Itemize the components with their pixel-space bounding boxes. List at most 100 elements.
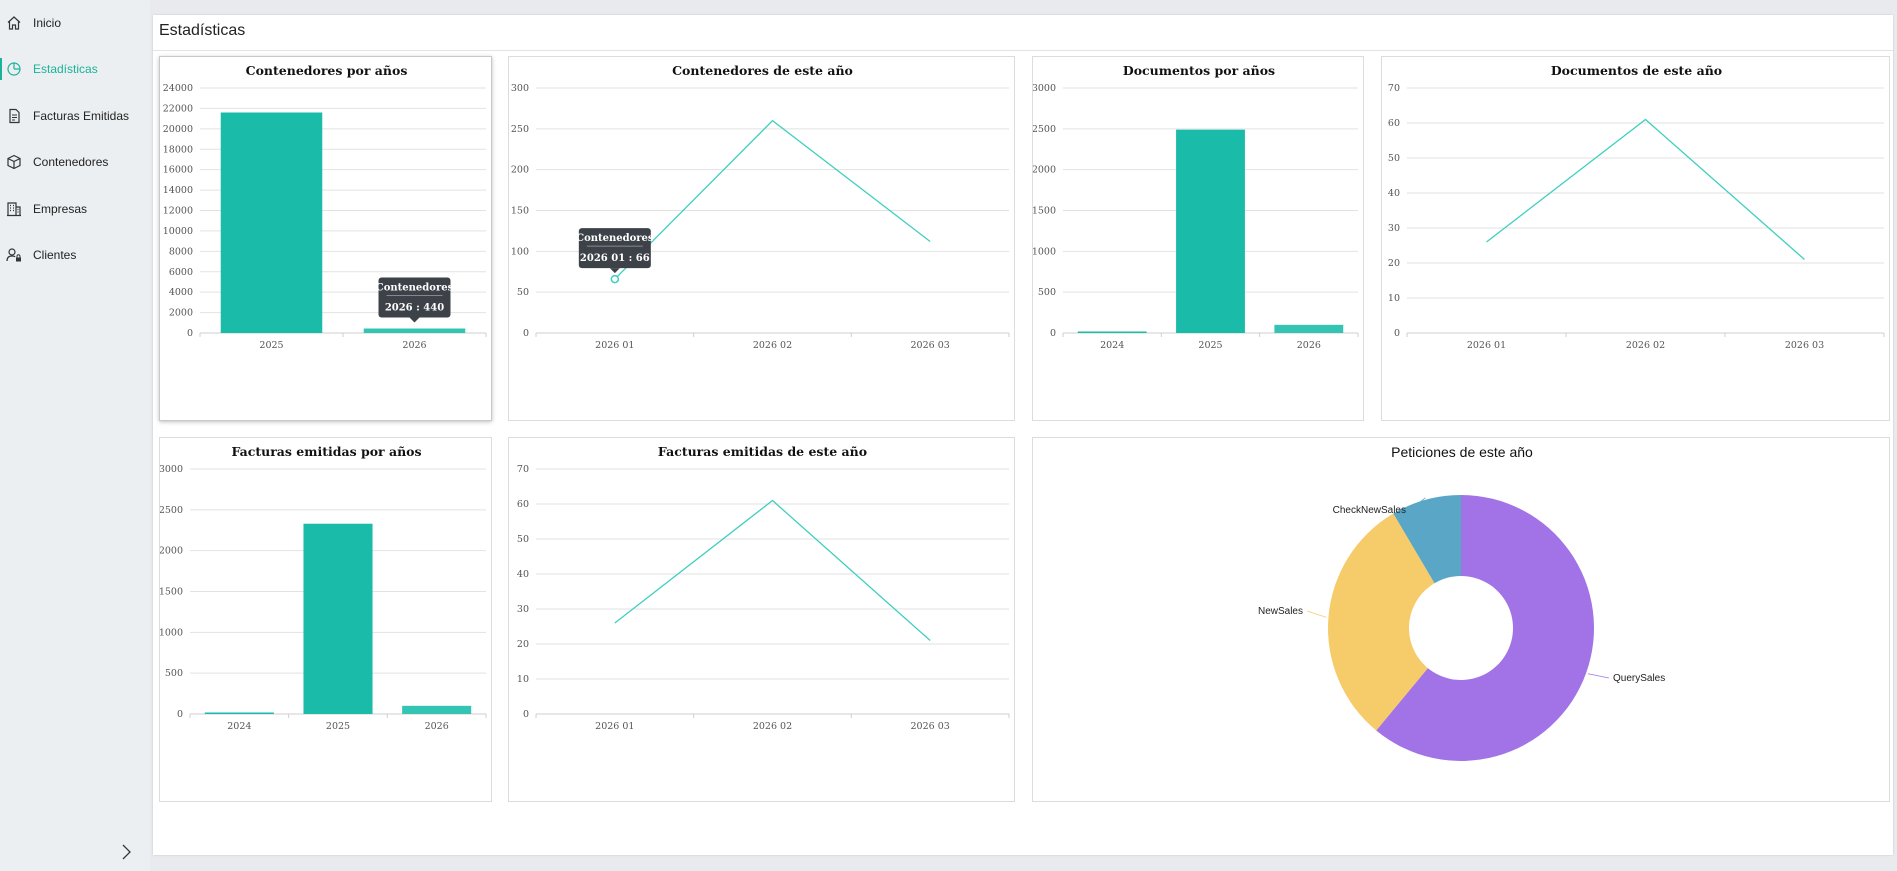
chart-card-peticiones-este-anio: Peticiones de este año QuerySales NewSales… <box>1032 437 1890 802</box>
y-tick-label: 2500 <box>1033 124 1056 135</box>
y-tick-label: 20 <box>517 639 529 650</box>
invoice-icon <box>5 107 23 125</box>
y-tick-label: 0 <box>523 709 529 720</box>
y-tick-label: 2000 <box>1033 165 1056 176</box>
x-tick-label: 2025 <box>1198 340 1222 351</box>
x-tick-label: 2026 01 <box>595 721 634 732</box>
building-icon <box>5 200 23 218</box>
sidebar-item-contenedores[interactable]: Contenedores <box>0 147 150 177</box>
pie-slice[interactable] <box>1328 513 1435 731</box>
bar[interactable] <box>363 328 466 333</box>
pie-label: QuerySales <box>1613 673 1665 684</box>
chart-title: Documentos por años <box>1123 63 1275 78</box>
chart-title: Contenedores de este año <box>672 63 853 78</box>
y-tick-label: 150 <box>511 206 529 217</box>
y-tick-label: 4000 <box>169 287 193 298</box>
y-tick-label: 6000 <box>169 267 193 278</box>
bar[interactable] <box>1274 324 1344 333</box>
y-tick-label: 60 <box>1388 118 1400 129</box>
home-icon <box>5 14 23 32</box>
tooltip-series: Contenedores <box>576 233 654 244</box>
tooltip-value: 2026 : 440 <box>385 303 444 314</box>
hover-point-marker[interactable] <box>610 274 620 284</box>
y-tick-label: 50 <box>517 534 529 545</box>
chart-peticiones-este-anio[interactable]: Peticiones de este año QuerySales NewSales… <box>1033 438 1891 803</box>
sidebar-item-label: Estadísticas <box>33 62 98 76</box>
chart-documentos-este-anio[interactable]: Documentos de este año 0 10 20 30 40 50 60 70 202… <box>1382 57 1891 422</box>
y-tick-label: 50 <box>1388 153 1400 164</box>
pie-label: NewSales <box>1258 606 1303 617</box>
y-tick-label: 0 <box>177 709 183 720</box>
y-tick-label: 100 <box>511 246 529 257</box>
y-tick-label: 20000 <box>163 124 193 135</box>
pie-label-line <box>1306 610 1327 618</box>
y-tick-label: 2000 <box>169 308 193 319</box>
sidebar-item-estadisticas[interactable]: Estadísticas <box>0 54 150 84</box>
series-line[interactable] <box>1486 118 1805 260</box>
user-lock-icon <box>5 246 23 264</box>
bar[interactable] <box>1176 129 1245 333</box>
box-icon <box>5 153 23 171</box>
y-tick-label: 0 <box>187 328 193 339</box>
main-content: Estadísticas Contenedores por años 0 2000 4… <box>153 15 1893 855</box>
bar[interactable] <box>303 523 373 714</box>
y-tick-label: 50 <box>517 287 529 298</box>
chart-contenedores-este-anio[interactable]: Contenedores de este año 0 50 100 150 200 250 3… <box>509 57 1016 422</box>
bar[interactable] <box>204 712 274 715</box>
y-tick-label: 500 <box>1038 287 1056 298</box>
sidebar-item-empresas[interactable]: Empresas <box>0 194 150 224</box>
y-tick-label: 300 <box>511 83 529 94</box>
tooltip-box <box>578 228 651 269</box>
y-tick-label: 20 <box>1388 258 1400 269</box>
chart-title: Documentos de este año <box>1551 63 1722 78</box>
y-tick-label: 3000 <box>1033 83 1056 94</box>
y-tick-label: 30 <box>517 604 529 615</box>
chart-card-documentos-anios: Documentos por años 0 500 1000 1500 2000 2500 3… <box>1032 56 1364 421</box>
chart-title: Peticiones de este año <box>1391 444 1533 460</box>
x-tick-label: 2026 <box>402 340 426 351</box>
chart-documentos-anios[interactable]: Documentos por años 0 500 1000 1500 2000 2500 3… <box>1033 57 1365 422</box>
chart-card-contenedores-anios: Contenedores por años 0 2000 4000 6000 8000 10… <box>159 56 492 421</box>
pie-slice[interactable] <box>1376 495 1594 761</box>
x-tick-label: 2026 01 <box>1467 340 1506 351</box>
chart-title: Facturas emitidas de este año <box>658 444 867 459</box>
sidebar-item-clientes[interactable]: Clientes <box>0 240 150 270</box>
tooltip-arrow <box>409 317 420 323</box>
y-tick-label: 2000 <box>160 546 183 557</box>
page-title: Estadísticas <box>159 22 246 39</box>
chart-contenedores-anios[interactable]: Contenedores por años 0 2000 4000 6000 8000 10… <box>160 57 493 422</box>
x-tick-label: 2026 03 <box>911 340 950 351</box>
y-tick-label: 500 <box>165 668 183 679</box>
y-tick-label: 1500 <box>1033 206 1056 217</box>
y-tick-label: 10000 <box>163 226 193 237</box>
y-tick-label: 40 <box>1388 188 1400 199</box>
pie-slice[interactable] <box>1393 495 1461 584</box>
chart-card-contenedores-este-anio: Contenedores de este año 0 50 100 150 200 250 3… <box>508 56 1015 421</box>
tooltip-series: Contenedores <box>376 283 454 294</box>
y-tick-label: 3000 <box>160 464 183 475</box>
y-tick-label: 0 <box>1050 328 1056 339</box>
x-tick-label: 2026 03 <box>1785 340 1824 351</box>
chart-facturas-este-anio[interactable]: Facturas emitidas de este año 0 10 20 30 40 50… <box>509 438 1016 803</box>
pie-label: CheckNewSales <box>1333 505 1406 516</box>
series-line[interactable] <box>614 499 931 641</box>
pie-label-line <box>1587 673 1610 679</box>
y-tick-label: 70 <box>1388 83 1400 94</box>
chart-facturas-anios[interactable]: Facturas emitidas por años 0 500 1000 1500 20… <box>160 438 493 803</box>
series-line[interactable] <box>614 119 931 280</box>
bar[interactable] <box>220 112 323 334</box>
chevron-right-icon[interactable] <box>117 843 135 861</box>
divider <box>153 50 1893 51</box>
pie-label-line <box>1409 497 1426 511</box>
x-tick-label: 2026 02 <box>1626 340 1665 351</box>
y-tick-label: 70 <box>517 464 529 475</box>
y-tick-label: 16000 <box>163 165 193 176</box>
x-tick-label: 2026 03 <box>911 721 950 732</box>
sidebar-item-facturas-emitidas[interactable]: Facturas Emitidas <box>0 101 150 131</box>
sidebar-item-inicio[interactable]: Inicio <box>0 8 150 38</box>
y-tick-label: 200 <box>511 165 529 176</box>
chart-card-facturas-este-anio: Facturas emitidas de este año 0 10 20 30 40 50… <box>508 437 1015 802</box>
bar[interactable] <box>402 705 472 714</box>
bar[interactable] <box>1077 331 1147 334</box>
y-tick-label: 30 <box>1388 223 1400 234</box>
